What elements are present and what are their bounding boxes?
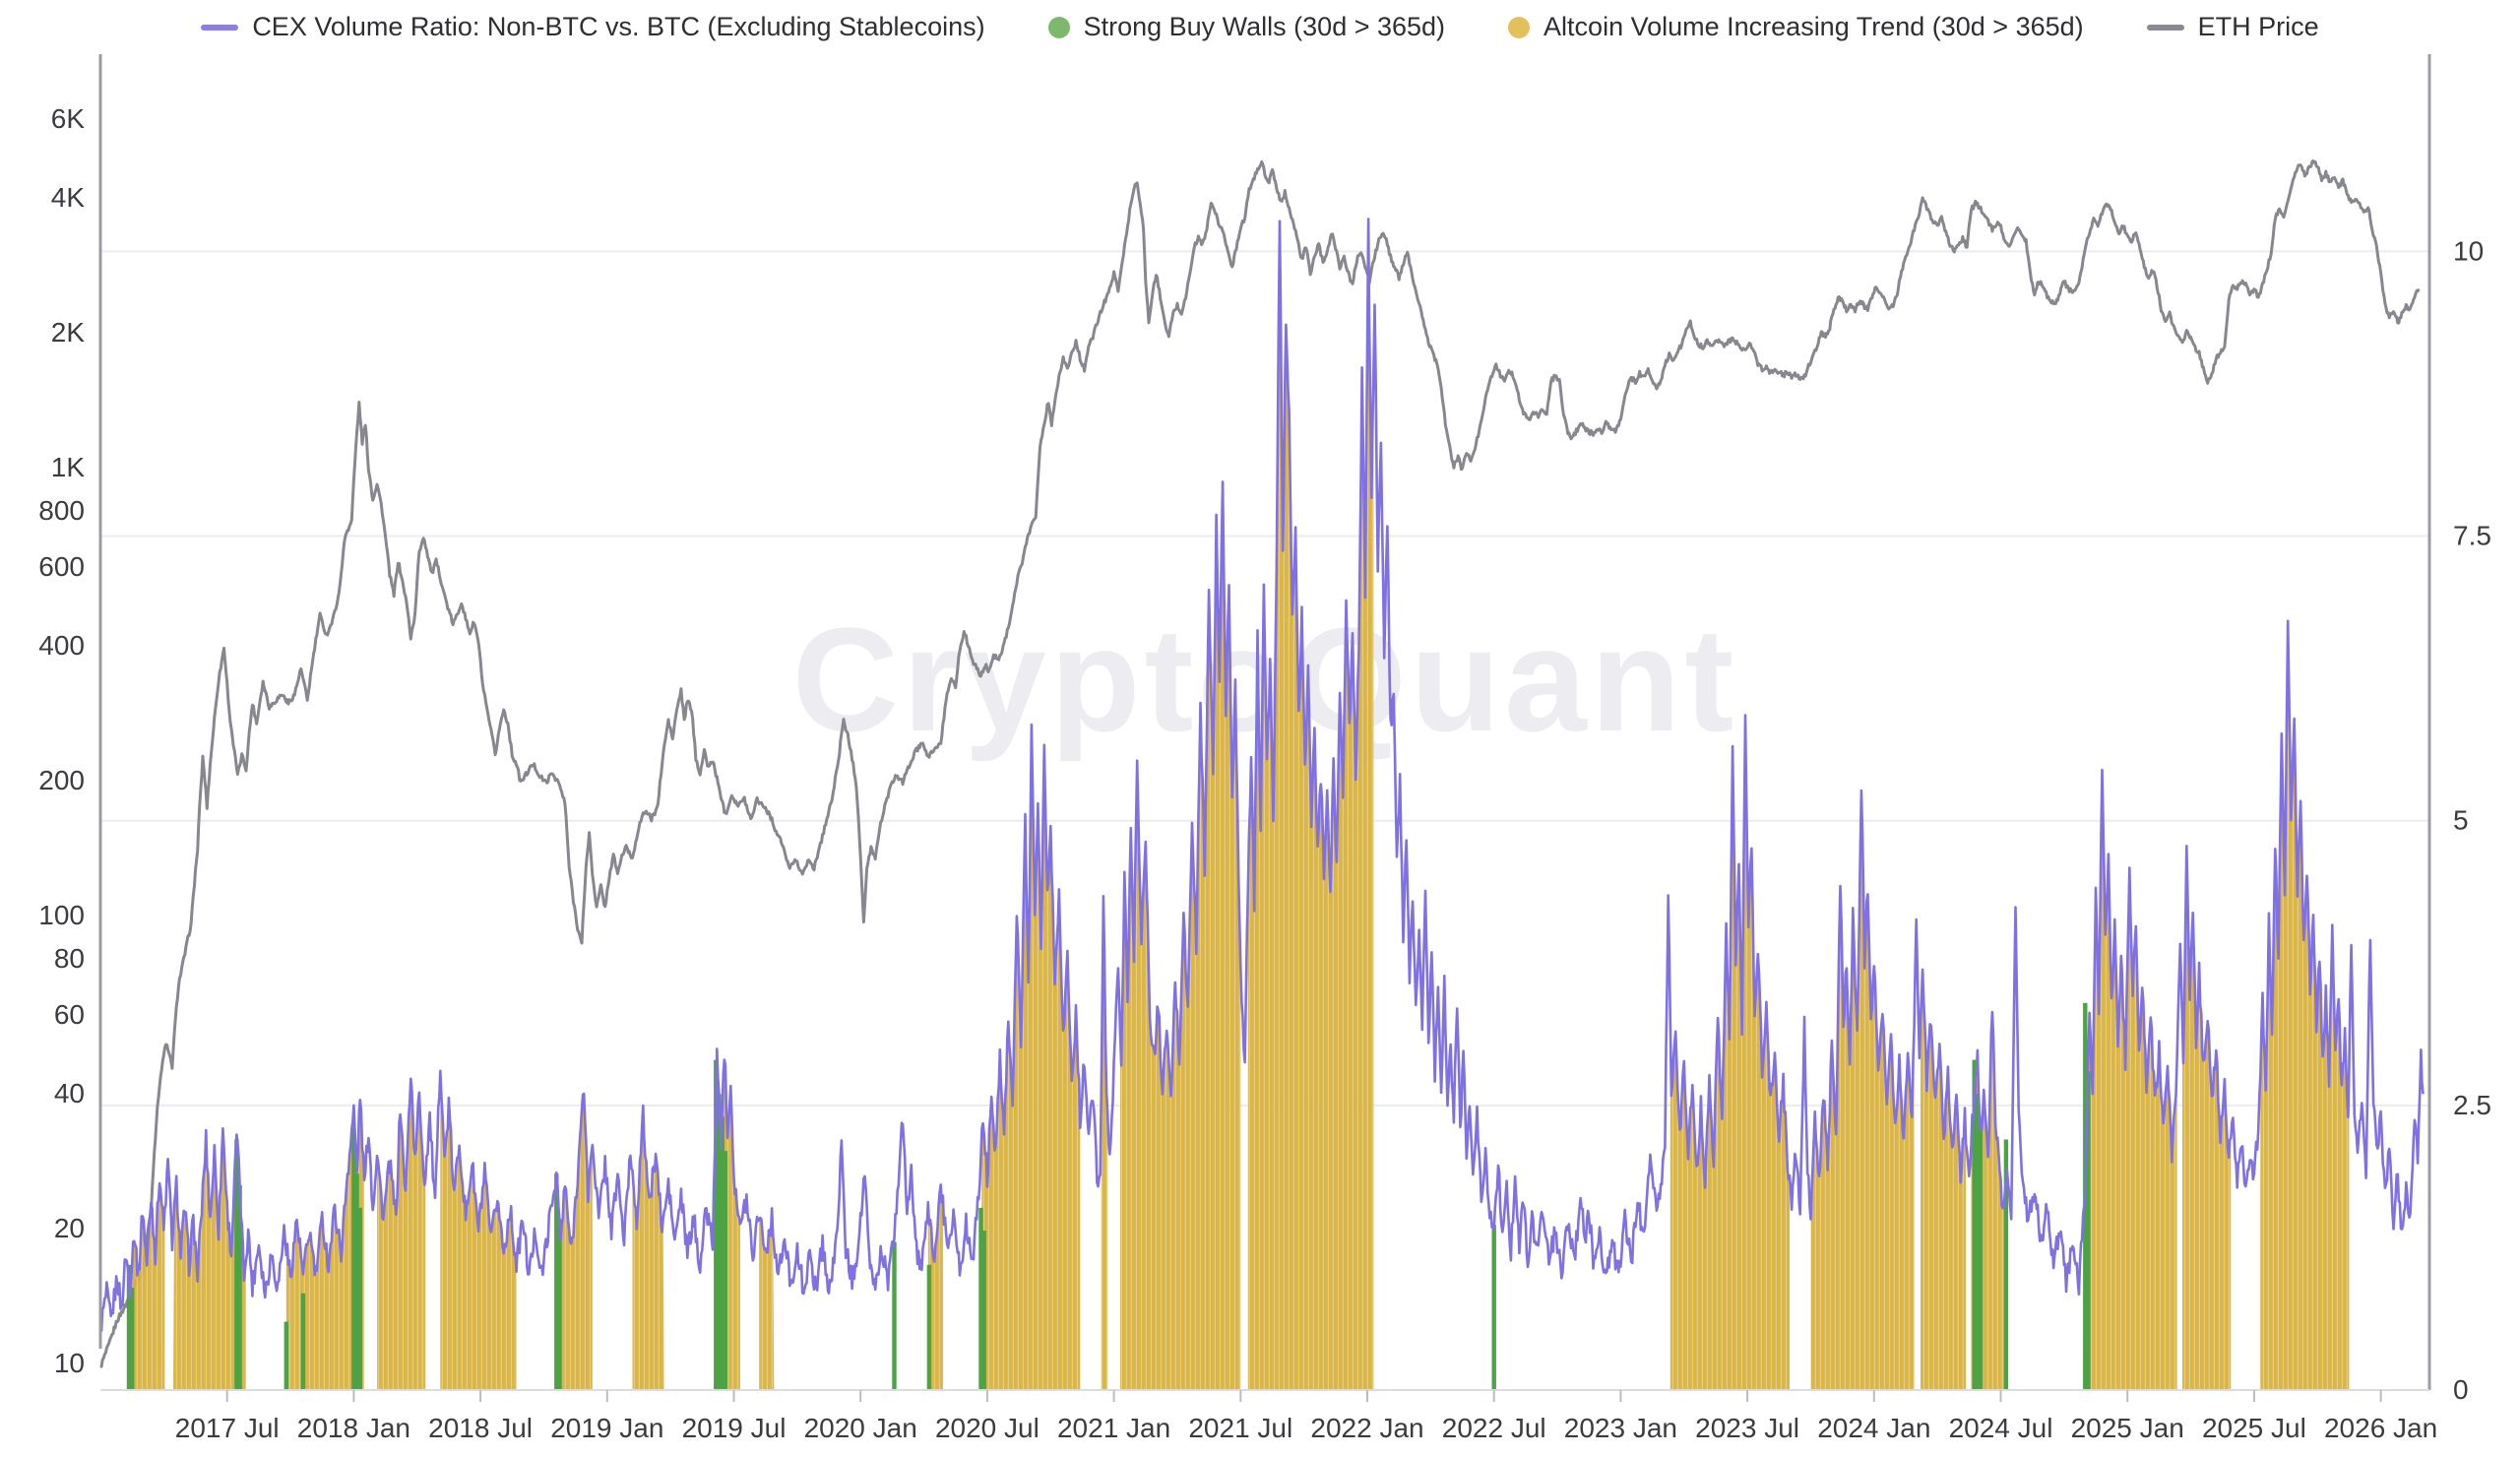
altcoin-trend-area-stripes <box>285 1100 365 1390</box>
left-axis-tick-label: 800 <box>38 495 85 526</box>
buy-wall-bar <box>357 1207 362 1390</box>
x-axis-tick-label: 2020 Jul <box>935 1413 1040 1443</box>
buy-wall-bar <box>720 1116 724 1390</box>
left-axis-tick-label: 60 <box>54 999 85 1030</box>
legend-item-1[interactable]: CEX Volume Ratio: Non-BTC vs. BTC (Exclu… <box>201 12 985 42</box>
left-axis-tick-label: 20 <box>54 1213 85 1243</box>
left-axis-tick-label: 6K <box>51 103 86 134</box>
altcoin-trend-area-stripes <box>377 1078 426 1390</box>
buy-wall-bar <box>554 1173 559 1390</box>
altcoin-trend-area-stripes <box>927 1184 943 1390</box>
right-axis-tick-label: 7.5 <box>2453 521 2491 551</box>
buy-wall-bar <box>1978 1128 1984 1390</box>
right-axis-tick-label: 2.5 <box>2453 1090 2491 1120</box>
legend-item-4[interactable]: ETH Price <box>2146 12 2319 42</box>
left-axis-tick-label: 2K <box>51 317 86 348</box>
buy-wall-bar <box>981 1231 986 1390</box>
right-axis-tick-label: 10 <box>2453 235 2484 266</box>
buy-wall-bar <box>723 1151 728 1390</box>
buy-wall-bar <box>130 1287 135 1390</box>
x-axis-tick-label: 2025 Jul <box>2202 1413 2306 1443</box>
x-axis-tick-label: 2022 Jul <box>1442 1413 1546 1443</box>
left-axis-tick-label: 4K <box>51 182 86 213</box>
altcoin-trend-area-stripes <box>980 725 1081 1390</box>
legend-item-label: CEX Volume Ratio: Non-BTC vs. BTC (Exclu… <box>252 12 985 41</box>
left-axis-tick-label: 10 <box>54 1348 85 1378</box>
altcoin-trend-area-stripes <box>1670 715 1790 1390</box>
altcoin-trend-area-stripes <box>1921 969 1967 1390</box>
left-axis-tick-label: 400 <box>38 630 85 661</box>
altcoin-trend-area-stripes <box>129 1183 165 1390</box>
altcoin-trend-area-stripes <box>173 1128 246 1390</box>
x-axis-tick-label: 2025 Jan <box>2071 1413 2184 1443</box>
legend-item-label: Strong Buy Walls (30d > 365d) <box>1083 12 1446 41</box>
left-axis-tick-label: 200 <box>38 765 85 795</box>
buy-wall-bar <box>714 1059 719 1390</box>
right-axis-tick-label: 5 <box>2453 805 2469 836</box>
buy-wall-bar <box>284 1321 288 1390</box>
legend-line-marker-icon <box>2146 24 2184 31</box>
x-axis-tick-label: 2023 Jul <box>1695 1413 1799 1443</box>
x-axis-tick-label: 2018 Jan <box>297 1413 410 1443</box>
x-axis-tick-label: 2019 Jan <box>550 1413 663 1443</box>
altcoin-trend-area-stripes <box>1810 791 1915 1390</box>
left-axis-tick-label: 40 <box>54 1078 85 1109</box>
buy-wall-bar <box>557 1219 562 1390</box>
legend-item-label: Altcoin Volume Increasing Trend (30d > 3… <box>1544 12 2084 41</box>
buy-wall-bar <box>926 1264 932 1390</box>
x-axis-tick-label: 2021 Jul <box>1188 1413 1292 1443</box>
legend-item-label: ETH Price <box>2197 12 2319 41</box>
buy-wall-bar <box>237 1184 242 1390</box>
x-axis-tick-label: 2017 Jul <box>175 1413 280 1443</box>
x-axis-tick-label: 2019 Jul <box>682 1413 787 1443</box>
left-axis-tick-label: 600 <box>38 551 85 582</box>
altcoin-trend-area-stripes <box>556 1094 593 1390</box>
buy-wall-bar <box>1491 1225 1496 1390</box>
buy-wall-bar <box>717 1094 722 1390</box>
buy-wall-bar <box>234 1139 239 1390</box>
buy-wall-bar <box>126 1264 132 1390</box>
right-axis-tick-label: 0 <box>2453 1374 2469 1405</box>
left-axis-tick-label: 1K <box>51 452 86 482</box>
x-axis-tick-label: 2022 Jan <box>1310 1413 1423 1443</box>
x-axis-tick-label: 2023 Jan <box>1564 1413 1677 1443</box>
x-axis-tick-label: 2024 Jan <box>1817 1413 1930 1443</box>
buy-wall-bar <box>892 1241 897 1390</box>
eth-price-line <box>99 159 2421 1368</box>
buy-wall-bar <box>351 1128 356 1390</box>
legend-dot-marker-icon <box>1508 16 1531 38</box>
x-axis-tick-label: 2021 Jan <box>1057 1413 1170 1443</box>
buy-wall-bar <box>354 1173 359 1390</box>
plot-area[interactable] <box>100 54 2429 1390</box>
legend-line-marker-icon <box>201 24 239 31</box>
left-axis-tick-label: 80 <box>54 943 85 974</box>
x-axis-tick-label: 2024 Jul <box>1949 1413 2053 1443</box>
x-axis-tick-label: 2020 Jan <box>804 1413 917 1443</box>
legend-dot-marker-icon <box>1047 16 1070 38</box>
chart-legend: CEX Volume Ratio: Non-BTC vs. BTC (Exclu… <box>0 12 2520 42</box>
buy-wall-bar <box>1972 1059 1977 1390</box>
x-axis-tick-label: 2026 Jan <box>2324 1413 2437 1443</box>
legend-item-2[interactable]: Strong Buy Walls (30d > 365d) <box>1047 12 1446 42</box>
buy-wall-bar <box>2003 1139 2009 1390</box>
buy-wall-bar <box>978 1207 983 1390</box>
buy-wall-bar <box>1975 1094 1981 1390</box>
buy-wall-bar <box>300 1293 306 1390</box>
cex-ratio-line <box>98 218 2425 1332</box>
x-axis-tick-label: 2018 Jul <box>428 1413 533 1443</box>
left-axis-tick-label: 100 <box>38 900 85 930</box>
altcoin-trend-area-stripes <box>759 1208 775 1390</box>
legend-item-3[interactable]: Altcoin Volume Increasing Trend (30d > 3… <box>1508 12 2084 42</box>
buy-wall-bar <box>2086 1071 2091 1390</box>
